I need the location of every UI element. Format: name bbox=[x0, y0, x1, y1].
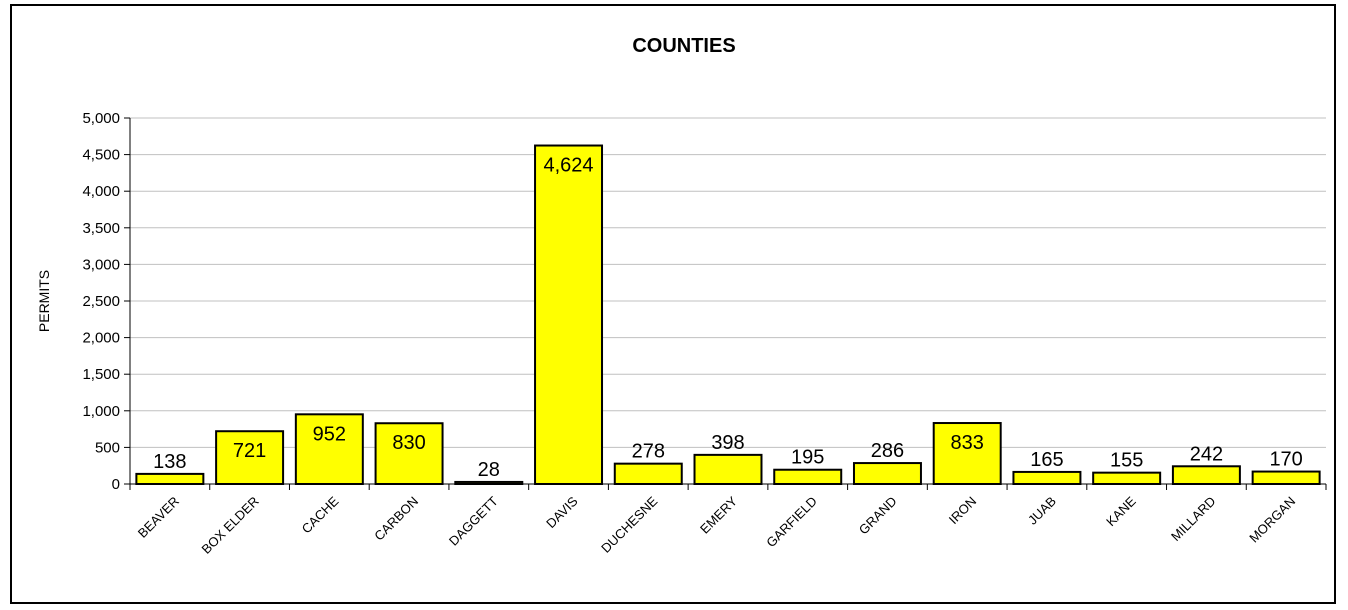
data-label: 830 bbox=[392, 432, 425, 454]
x-tick-label: CACHE bbox=[299, 493, 342, 536]
data-label: 155 bbox=[1110, 450, 1143, 472]
data-label: 721 bbox=[233, 440, 266, 462]
x-tick-label: EMERY bbox=[697, 493, 740, 536]
bar bbox=[613, 462, 683, 485]
data-label: 242 bbox=[1190, 443, 1223, 465]
y-tick-label: 500 bbox=[95, 439, 120, 456]
data-label: 286 bbox=[871, 440, 904, 462]
y-axis-label: PERMITS bbox=[36, 270, 52, 332]
bar bbox=[852, 462, 922, 485]
x-tick-label: DUCHESNE bbox=[598, 493, 660, 555]
y-tick-label: 3,000 bbox=[82, 256, 120, 273]
data-label: 28 bbox=[478, 459, 500, 481]
data-label: 170 bbox=[1269, 449, 1302, 471]
y-tick-label: 4,000 bbox=[82, 183, 120, 200]
data-label: 4,624 bbox=[544, 155, 594, 177]
bar bbox=[1012, 470, 1082, 485]
data-labels: 138 721 952 830 28 4,624 278 398 195 286 833 165 155… bbox=[153, 155, 1303, 481]
bar bbox=[294, 413, 364, 485]
x-tick-label: MORGAN bbox=[1246, 494, 1298, 546]
data-label: 165 bbox=[1030, 449, 1063, 471]
data-label: 398 bbox=[711, 432, 744, 454]
x-tick-label: MILLARD bbox=[1168, 494, 1218, 544]
bar bbox=[135, 472, 205, 486]
x-tick-label: DAGGETT bbox=[446, 493, 501, 548]
y-tick-label: 4,500 bbox=[82, 147, 120, 164]
x-tick-label: GRAND bbox=[856, 494, 900, 538]
y-tick-label: 1,000 bbox=[82, 403, 120, 420]
chart-title: COUNTIES bbox=[632, 35, 735, 57]
bar bbox=[1092, 471, 1162, 485]
bar bbox=[1251, 470, 1321, 485]
y-tick-label: 2,000 bbox=[82, 330, 120, 347]
bar bbox=[534, 144, 604, 485]
data-label: 278 bbox=[632, 441, 665, 463]
x-tick-label: IRON bbox=[946, 494, 980, 528]
data-label: 195 bbox=[791, 447, 824, 469]
y-tick-label: 3,500 bbox=[82, 220, 120, 237]
bar bbox=[1171, 465, 1241, 486]
x-tick-label: DAVIS bbox=[543, 493, 581, 531]
data-label: 833 bbox=[951, 432, 984, 454]
x-tick-label: GARFIELD bbox=[763, 494, 820, 551]
x-tick-label: BEAVER bbox=[135, 494, 182, 541]
x-tick-label: CARBON bbox=[371, 494, 421, 544]
bar bbox=[374, 422, 444, 485]
x-tick-label: KANE bbox=[1103, 493, 1139, 529]
bar bbox=[932, 422, 1002, 486]
bar bbox=[693, 453, 763, 485]
data-label: 138 bbox=[153, 451, 186, 473]
data-label: 952 bbox=[313, 423, 346, 445]
y-tick-label: 2,500 bbox=[82, 293, 120, 310]
bar bbox=[773, 468, 843, 486]
y-tick-label: 0 bbox=[112, 476, 120, 493]
y-tick-label: 1,500 bbox=[82, 366, 120, 383]
x-tick-label: JUAB bbox=[1025, 494, 1059, 528]
x-tick-label: BOX ELDER bbox=[198, 494, 261, 557]
y-tick-label: 5,000 bbox=[82, 110, 120, 127]
